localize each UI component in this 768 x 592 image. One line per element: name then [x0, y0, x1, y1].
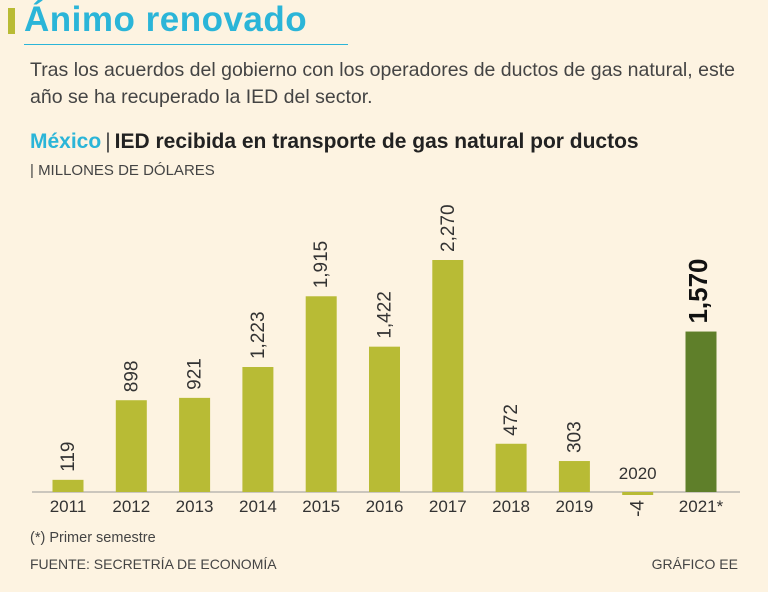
- chart-heading-separator: |: [105, 130, 111, 153]
- x-tick-label: 2020: [619, 464, 657, 483]
- data-label: 119: [58, 442, 79, 472]
- subtitle: Tras los acuerdos del gobierno con los o…: [30, 59, 735, 108]
- bar-2014: [242, 367, 274, 492]
- data-label: 1,422: [375, 291, 396, 339]
- x-tick-label: 2018: [492, 497, 530, 516]
- bar-2011: [52, 479, 84, 492]
- footnote: (*) Primer semestre: [30, 530, 156, 546]
- data-label: 1,223: [248, 311, 269, 359]
- data-label: 472: [501, 404, 522, 436]
- x-tick-label: 2011: [50, 497, 87, 516]
- x-tick-label: 2014: [239, 497, 277, 516]
- chart-heading: México | IED recibida en transporte de gas…: [30, 130, 639, 154]
- chart-units: | MILLONES DE DÓLARES: [30, 162, 215, 179]
- chart-country: México: [30, 130, 102, 153]
- source-note: FUENTE: SECRETRÍA DE ECONOMÍA: [30, 556, 277, 572]
- data-label: 898: [121, 361, 142, 393]
- bar-2021: [685, 331, 717, 492]
- x-tick-label: 2017: [429, 497, 467, 516]
- title-accent-bar: [8, 8, 15, 34]
- data-label: 921: [185, 358, 206, 390]
- x-tick-label: 2015: [302, 497, 340, 516]
- x-tick-label: 2012: [112, 497, 150, 516]
- data-label: 303: [564, 421, 585, 453]
- bar-2019: [558, 461, 590, 492]
- x-tick-label: 2019: [555, 497, 593, 516]
- chart-description: IED recibida en transporte de gas natura…: [114, 130, 639, 153]
- bar-2017: [432, 260, 464, 492]
- data-label: 1,570: [683, 258, 713, 323]
- bar-2015: [305, 296, 337, 492]
- data-label: -4: [628, 500, 649, 517]
- bar-2020: [622, 492, 654, 495]
- title-underline: [24, 44, 348, 45]
- bar-2016: [369, 346, 400, 492]
- page-title: Ánimo renovado: [24, 0, 308, 39]
- x-tick-label: 2013: [176, 497, 214, 516]
- bar-2013: [179, 397, 211, 492]
- bar-2018: [495, 443, 527, 492]
- graphic-credit: GRÁFICO EE: [651, 556, 738, 572]
- bar-2012: [115, 400, 147, 492]
- x-tick-label: 2021*: [679, 497, 724, 516]
- data-label: 1,915: [311, 241, 332, 289]
- x-tick-label: 2016: [366, 497, 404, 516]
- data-label: 2,270: [438, 204, 459, 252]
